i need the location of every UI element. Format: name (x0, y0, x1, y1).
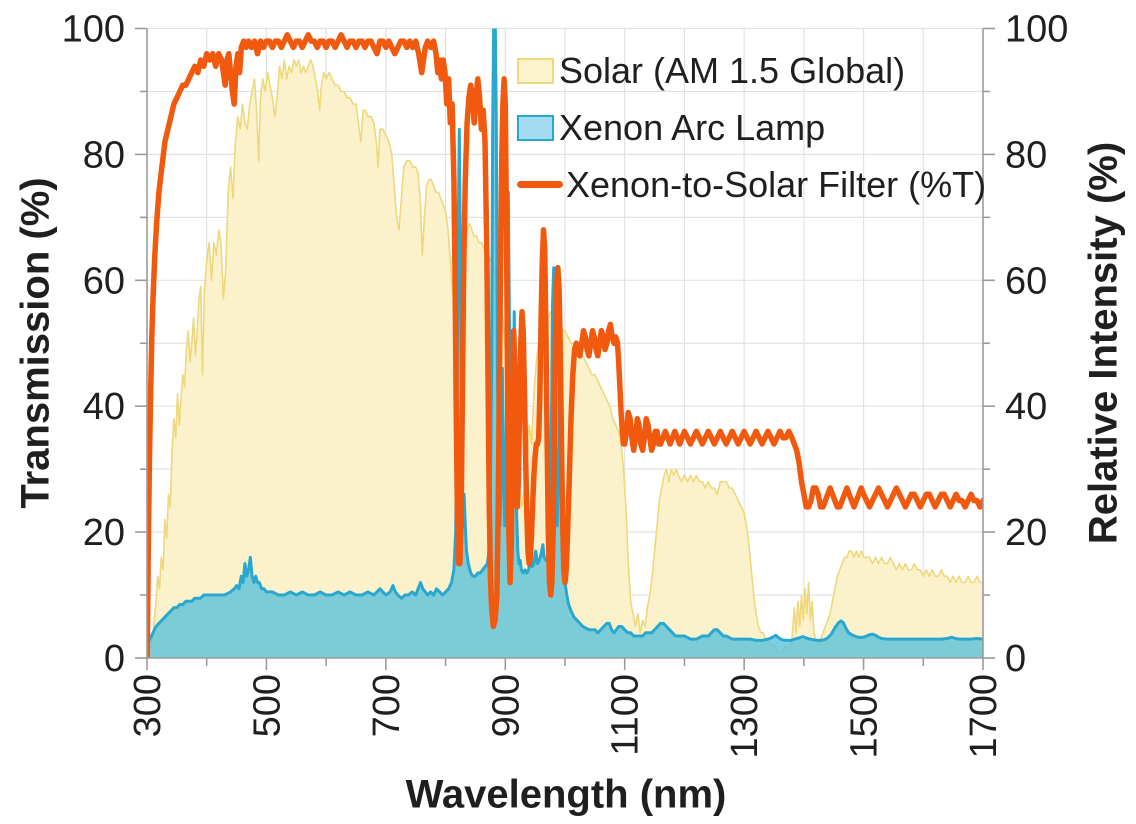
series-outline-1 (147, 28, 983, 647)
right-tick-label: 0 (1005, 638, 1026, 680)
left-tick-label: 40 (83, 386, 125, 428)
right-tick-label: 20 (1005, 512, 1047, 554)
xenon-swatch-icon (517, 114, 554, 141)
left-tick-label: 100 (62, 9, 125, 51)
x-tick-label: 1100 (605, 674, 647, 756)
left-axis-title: Transmission (%) (13, 177, 58, 509)
legend-label-filter: Xenon-to-Solar Filter (%T) (566, 163, 987, 205)
left-tick-label: 80 (83, 134, 125, 176)
legend-item-solar: Solar (AM 1.5 Global) (517, 42, 986, 99)
x-tick-label: 900 (485, 674, 527, 737)
left-tick-label: 0 (104, 638, 125, 680)
left-tick-label: 20 (83, 512, 125, 554)
x-tick-label: 500 (246, 674, 288, 737)
x-tick-label: 1700 (963, 674, 1005, 759)
filter-line-swatch-icon (517, 181, 563, 188)
legend-label-xenon: Xenon Arc Lamp (559, 106, 826, 148)
x-axis-title: Wavelength (nm) (405, 772, 727, 817)
right-tick-label: 40 (1005, 386, 1047, 428)
right-tick-label: 60 (1005, 260, 1047, 302)
x-tick-label: 1300 (724, 674, 766, 759)
series-area-0 (147, 60, 983, 658)
legend-item-filter: Xenon-to-Solar Filter (%T) (517, 156, 986, 213)
x-tick-label: 1500 (844, 674, 886, 759)
series-area-1 (147, 28, 983, 658)
right-tick-label: 80 (1005, 134, 1047, 176)
right-tick-label: 100 (1005, 9, 1068, 51)
ticks (135, 27, 995, 670)
solar-swatch-icon (517, 57, 554, 84)
left-tick-label: 60 (83, 260, 125, 302)
x-tick-label: 700 (366, 674, 408, 737)
series-line-2 (147, 32, 983, 658)
tick-labels: 0 0 20 20 40 40 60 60 80 80 100 100 300 500 700 900 1100… (62, 9, 1069, 759)
x-tick-label: 300 (127, 674, 169, 737)
legend: Solar (AM 1.5 Global) Xenon Arc Lamp Xen… (517, 42, 986, 213)
series-group (147, 28, 983, 658)
legend-label-solar: Solar (AM 1.5 Global) (559, 49, 906, 91)
right-axis-title: Relative Intensity (%) (1081, 141, 1126, 545)
legend-item-xenon: Xenon Arc Lamp (517, 99, 986, 156)
